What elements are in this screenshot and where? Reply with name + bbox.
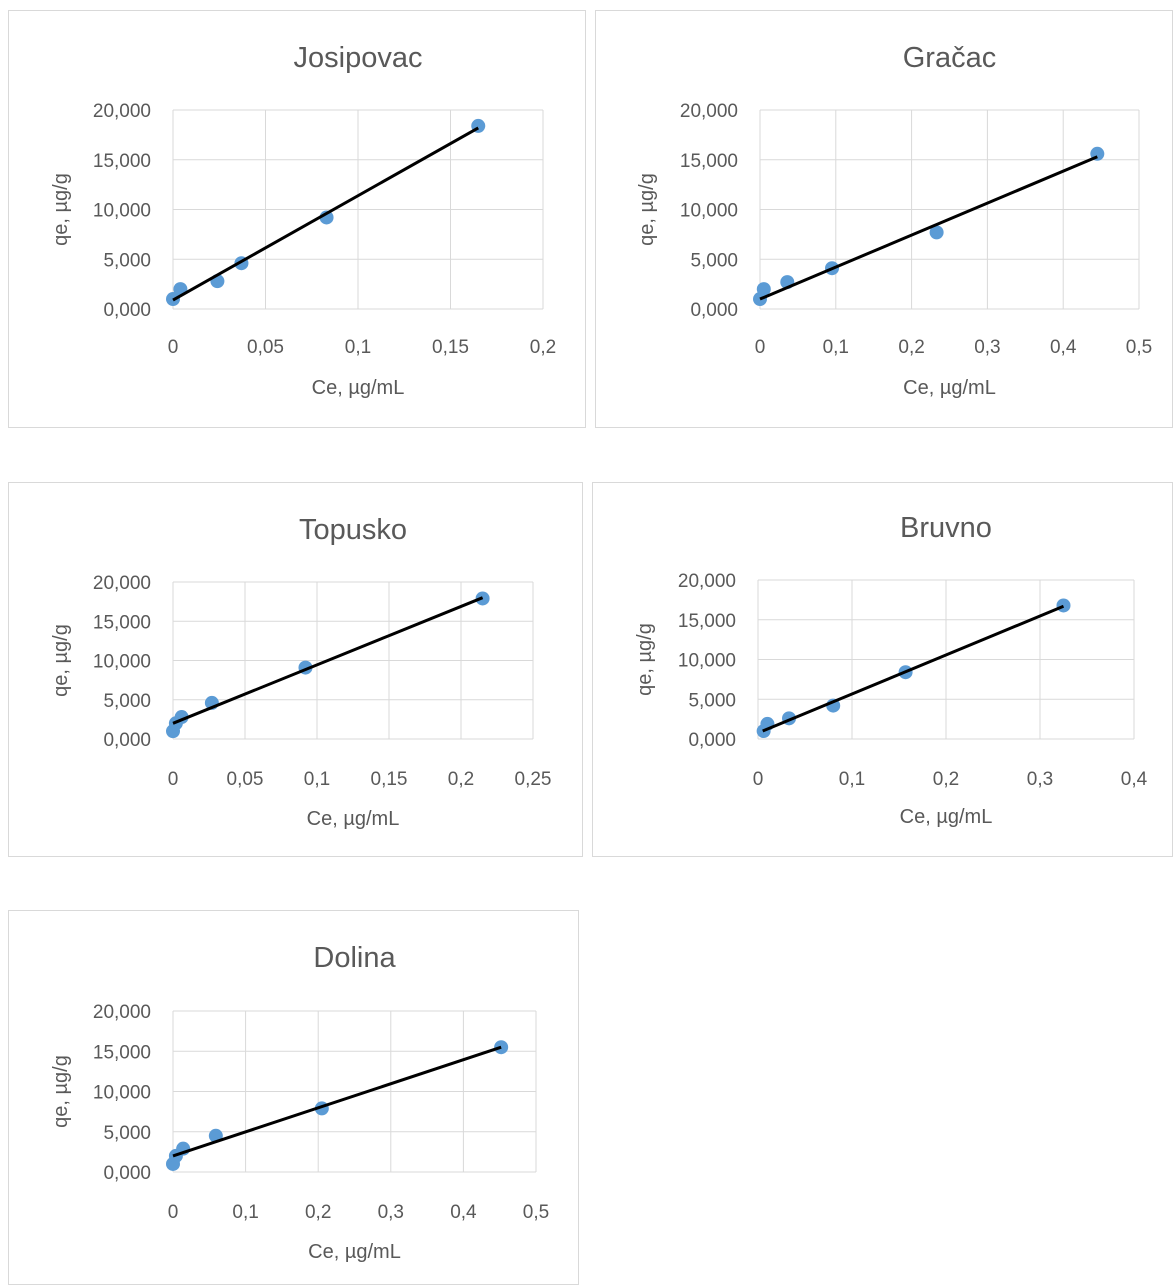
x-tick-label: 0,3 — [1027, 769, 1053, 790]
y-tick-label: 0,000 — [690, 300, 738, 321]
chart-panel-bruvno: Bruvno 0,000 5,000 10,000 15,000 20,000 0 0,1 0,… — [592, 482, 1173, 857]
x-axis-label: Ce, µg/mL — [900, 806, 993, 828]
chart-svg: Dolina 0,000 5,000 10,000 15,000 20,000 0 0,1 0,… — [50, 942, 549, 1263]
y-tick-label: 5,000 — [688, 690, 736, 711]
x-tick-label: 0,3 — [974, 337, 1000, 358]
y-tick-label: 5,000 — [103, 1123, 151, 1144]
y-tick-label: 5,000 — [690, 250, 738, 271]
x-tick-label: 0 — [755, 337, 766, 358]
x-tick-label: 0,15 — [371, 769, 408, 790]
x-tick-label: 0,5 — [523, 1202, 549, 1223]
x-tick-label: 0 — [753, 769, 764, 790]
trendline — [759, 155, 1098, 301]
data-point — [1056, 598, 1071, 613]
y-axis-label: qe, µg/g — [636, 173, 658, 246]
chart-panel-gracac: Gračac 0,000 5,000 10,000 15,000 20,000 0 0,1 0,… — [595, 10, 1173, 428]
y-tick-label: 10,000 — [93, 652, 151, 673]
x-tick-label: 0,1 — [304, 769, 330, 790]
x-tick-label: 0,2 — [448, 769, 474, 790]
x-tick-label: 0,1 — [823, 337, 849, 358]
trendline — [172, 1045, 502, 1158]
y-axis-label: qe, µg/g — [50, 1055, 72, 1128]
y-tick-label: 20,000 — [93, 1002, 151, 1023]
y-axis-label: qe, µg/g — [50, 624, 72, 697]
x-tick-label: 0,4 — [450, 1202, 477, 1223]
x-tick-label: 0 — [168, 769, 179, 790]
chart-title: Topusko — [299, 514, 407, 546]
chart-title: Gračac — [903, 42, 996, 74]
x-tick-label: 0,05 — [247, 337, 284, 358]
y-axis-label: qe, µg/g — [50, 173, 72, 246]
chart-svg: Josipovac 0,000 5,000 10,000 15,000 20,000 0 0,… — [50, 42, 556, 399]
chart-svg: Topusko 0,000 5,000 10,000 15,000 20,000 0 0,05… — [50, 514, 552, 830]
y-tick-label: 15,000 — [93, 151, 151, 172]
data-point — [929, 225, 944, 240]
x-tick-label: 0,25 — [515, 769, 552, 790]
x-tick-label: 0,5 — [1126, 337, 1152, 358]
x-axis-label: Ce, µg/mL — [307, 808, 400, 830]
x-tick-label: 0,2 — [898, 337, 924, 358]
y-tick-label: 0,000 — [103, 1163, 151, 1184]
y-tick-label: 15,000 — [93, 612, 151, 633]
x-tick-label: 0,1 — [232, 1202, 258, 1223]
y-tick-label: 20,000 — [93, 573, 151, 594]
x-tick-label: 0 — [168, 337, 179, 358]
chart-title: Bruvno — [900, 512, 992, 544]
y-tick-label: 20,000 — [93, 101, 151, 122]
y-tick-label: 15,000 — [678, 611, 736, 632]
chart-svg: Bruvno 0,000 5,000 10,000 15,000 20,000 0 0,1 0,… — [634, 512, 1148, 828]
y-tick-label: 10,000 — [93, 1083, 151, 1104]
x-tick-label: 0,4 — [1121, 769, 1148, 790]
y-tick-label: 10,000 — [678, 651, 736, 672]
chart-title: Josipovac — [294, 42, 423, 74]
y-tick-label: 20,000 — [678, 571, 736, 592]
y-tick-label: 15,000 — [93, 1042, 151, 1063]
y-tick-label: 5,000 — [103, 250, 151, 271]
data-point — [494, 1040, 509, 1055]
x-axis-label: Ce, µg/mL — [903, 377, 996, 399]
x-axis-label: Ce, µg/mL — [308, 1241, 401, 1263]
y-tick-label: 20,000 — [680, 101, 738, 122]
y-tick-label: 0,000 — [688, 730, 736, 751]
y-tick-label: 10,000 — [680, 201, 738, 222]
y-tick-label: 5,000 — [103, 691, 151, 712]
x-tick-label: 0 — [168, 1202, 179, 1223]
x-axis-label: Ce, µg/mL — [312, 377, 405, 399]
x-tick-label: 0,1 — [839, 769, 865, 790]
y-tick-label: 15,000 — [680, 151, 738, 172]
x-tick-label: 0,1 — [345, 337, 371, 358]
trendline — [172, 596, 484, 725]
chart-panel-topusko: Topusko 0,000 5,000 10,000 15,000 20,000 0 0,05… — [8, 482, 583, 857]
trendline — [172, 126, 479, 302]
x-tick-label: 0,4 — [1050, 337, 1077, 358]
trendline — [762, 604, 1065, 733]
chart-panel-dolina: Dolina 0,000 5,000 10,000 15,000 20,000 0 0,1 0,… — [8, 910, 579, 1285]
x-tick-label: 0,2 — [530, 337, 556, 358]
y-axis-label: qe, µg/g — [634, 623, 656, 696]
y-tick-label: 0,000 — [103, 730, 151, 751]
data-point — [756, 282, 771, 297]
x-tick-label: 0,15 — [432, 337, 469, 358]
x-tick-label: 0,3 — [378, 1202, 404, 1223]
x-tick-label: 0,2 — [305, 1202, 331, 1223]
chart-svg: Gračac 0,000 5,000 10,000 15,000 20,000 0 0,1 0,… — [636, 42, 1152, 399]
chart-panel-josipovac: Josipovac 0,000 5,000 10,000 15,000 20,000 0 0,… — [8, 10, 586, 428]
x-tick-label: 0,2 — [933, 769, 959, 790]
chart-title: Dolina — [313, 942, 396, 974]
y-tick-label: 10,000 — [93, 201, 151, 222]
y-tick-label: 0,000 — [103, 300, 151, 321]
x-tick-label: 0,05 — [227, 769, 264, 790]
